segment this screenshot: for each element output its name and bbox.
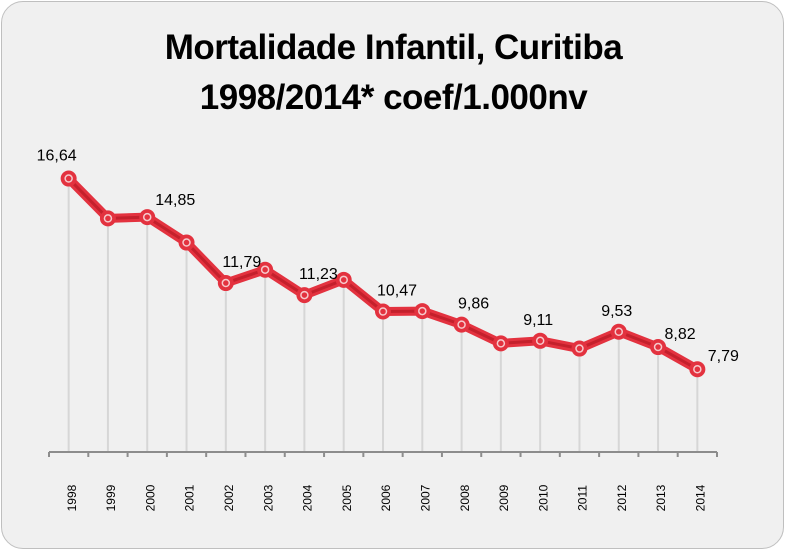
data-label-2000: 14,85 bbox=[155, 192, 195, 209]
data-point-1999 bbox=[99, 210, 116, 227]
marker-outer bbox=[610, 323, 627, 340]
data-point-1998 bbox=[60, 170, 77, 187]
marker-inner-ring bbox=[653, 342, 663, 352]
marker-outer bbox=[532, 332, 549, 349]
marker-inner-ring bbox=[418, 306, 427, 316]
marker-inner-ring bbox=[339, 275, 348, 285]
data-label-2006: 10,47 bbox=[377, 282, 417, 299]
x-tick-label-2006: 2006 bbox=[379, 484, 393, 511]
data-label-2004: 11,23 bbox=[299, 266, 338, 283]
x-tick-label-2013: 2013 bbox=[654, 484, 668, 511]
x-tick-label-2012: 2012 bbox=[615, 484, 629, 511]
marker-outer bbox=[217, 275, 234, 292]
data-point-2000 bbox=[139, 209, 156, 226]
data-point-2001 bbox=[178, 234, 195, 251]
data-label-2013: 8,82 bbox=[664, 326, 695, 343]
data-point-2007 bbox=[414, 303, 431, 320]
marker-outer bbox=[375, 303, 391, 320]
marker-outer bbox=[414, 303, 431, 320]
marker-outer bbox=[257, 261, 274, 278]
data-label-2010: 9,11 bbox=[523, 312, 553, 329]
marker-outer bbox=[571, 340, 588, 357]
marker-inner-ring bbox=[64, 174, 73, 183]
chart-title: Mortalidade Infantil, Curitiba bbox=[164, 28, 623, 67]
marker-inner-ring bbox=[300, 290, 309, 300]
data-label-2008: 9,86 bbox=[458, 296, 489, 313]
x-tick-label-2004: 2004 bbox=[301, 484, 315, 511]
x-tick-label-2008: 2008 bbox=[458, 484, 472, 511]
data-point-2006 bbox=[375, 303, 391, 320]
series-markers bbox=[60, 170, 706, 378]
data-point-2012 bbox=[610, 323, 627, 340]
x-tick-label-2005: 2005 bbox=[340, 484, 354, 511]
marker-inner-ring bbox=[103, 214, 113, 223]
marker-inner-ring bbox=[378, 307, 388, 316]
marker-outer bbox=[689, 361, 706, 378]
x-tick-label-2010: 2010 bbox=[536, 484, 550, 511]
marker-outer bbox=[296, 287, 313, 304]
data-label-2014: 7,79 bbox=[708, 348, 739, 365]
marker-inner-ring bbox=[182, 238, 191, 247]
x-tick-label-1999: 1999 bbox=[104, 484, 118, 511]
marker-inner-ring bbox=[693, 364, 702, 374]
marker-inner-ring bbox=[457, 320, 466, 329]
marker-inner-ring bbox=[614, 327, 624, 337]
marker-outer bbox=[453, 316, 470, 333]
data-point-2005 bbox=[335, 271, 352, 288]
data-labels: 16,64 14,85 11,79 11,23 10,47 9,86 9,11 9,53 8,8… bbox=[37, 148, 739, 366]
data-point-2014 bbox=[689, 361, 706, 378]
data-point-2003 bbox=[257, 261, 274, 278]
data-point-2009 bbox=[492, 335, 509, 352]
data-point-2008 bbox=[453, 316, 470, 333]
x-tick-label-1998: 1998 bbox=[65, 484, 79, 511]
data-label-2002: 11,79 bbox=[222, 254, 261, 271]
data-point-2011 bbox=[571, 340, 588, 357]
x-tick-label-2001: 2001 bbox=[183, 484, 197, 511]
marker-outer bbox=[650, 339, 667, 356]
drop-lines bbox=[67, 178, 699, 452]
chart-subtitle: 1998/2014* coef/1.000nv bbox=[199, 78, 588, 117]
x-tick-label-2007: 2007 bbox=[418, 484, 432, 511]
x-tick-label-2002: 2002 bbox=[222, 484, 236, 511]
marker-inner-ring bbox=[535, 336, 545, 346]
data-point-2013 bbox=[650, 339, 667, 356]
marker-inner-ring bbox=[260, 265, 270, 274]
marker-outer bbox=[178, 234, 195, 251]
x-tick-label-2009: 2009 bbox=[497, 484, 511, 511]
marker-inner-ring bbox=[221, 278, 231, 288]
data-point-2002 bbox=[217, 275, 234, 292]
x-tick-label-2003: 2003 bbox=[261, 484, 275, 511]
x-tick-label-2014: 2014 bbox=[694, 484, 708, 511]
marker-outer bbox=[492, 335, 509, 352]
marker-outer bbox=[139, 209, 156, 226]
x-tick-label-2011: 2011 bbox=[576, 485, 590, 511]
marker-outer bbox=[60, 170, 77, 187]
x-tick-label-2000: 2000 bbox=[143, 484, 157, 511]
data-label-1998: 16,64 bbox=[37, 148, 77, 165]
marker-outer bbox=[335, 271, 352, 288]
x-axis bbox=[48, 451, 718, 457]
data-point-2010 bbox=[532, 332, 549, 349]
marker-outer bbox=[99, 210, 116, 227]
marker-inner-ring bbox=[496, 339, 506, 348]
data-label-2012: 9,53 bbox=[601, 303, 632, 320]
data-point-2004 bbox=[296, 287, 313, 304]
marker-inner-ring bbox=[142, 212, 152, 222]
x-tick-labels: 1998 1999 2000 2001 2002 2003 2004 2005 2006 2007… bbox=[65, 484, 708, 511]
marker-inner-ring bbox=[575, 344, 584, 353]
